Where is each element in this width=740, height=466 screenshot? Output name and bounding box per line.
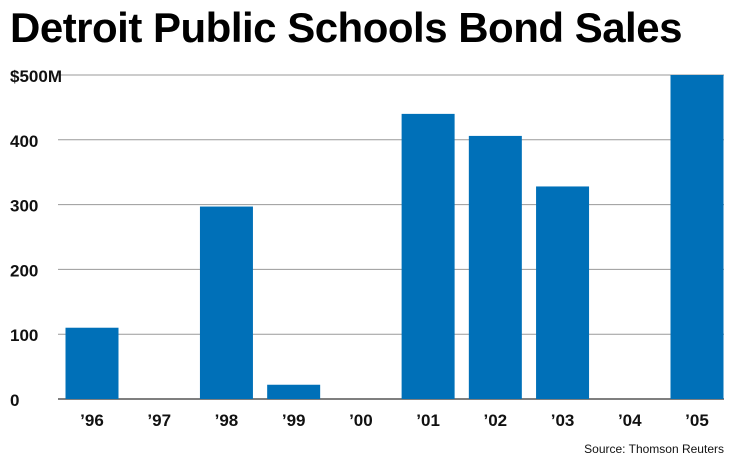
y-tick-label: 0 xyxy=(10,391,19,410)
source-note: Source: Thomson Reuters xyxy=(584,442,724,456)
x-tick-label: ’00 xyxy=(349,411,373,430)
bars xyxy=(65,75,724,400)
bar xyxy=(65,327,119,399)
x-tick-label: ’03 xyxy=(551,411,575,430)
y-tick-label: 100 xyxy=(10,326,38,345)
x-tick-label: ’97 xyxy=(147,411,171,430)
x-tick-label: ’98 xyxy=(215,411,239,430)
bar xyxy=(267,384,321,399)
x-tick-label: ’01 xyxy=(416,411,440,430)
bar xyxy=(536,186,590,399)
x-tick-label: ’02 xyxy=(484,411,508,430)
x-tick-label: ’99 xyxy=(282,411,306,430)
bar xyxy=(468,135,522,400)
y-axis-ticks: 0 100 200 300 400 $500M xyxy=(10,67,62,410)
x-axis-ticks: ’96 ’97 ’98 ’99 ’00 ’01 ’02 ’03 ’04 ’05 xyxy=(80,411,709,430)
y-tick-label: 300 xyxy=(10,197,38,216)
y-tick-label: $500M xyxy=(10,67,62,86)
gridlines xyxy=(58,74,724,400)
y-tick-label: 400 xyxy=(10,132,38,151)
x-tick-label: ’04 xyxy=(618,411,642,430)
chart-title: Detroit Public Schools Bond Sales xyxy=(10,4,682,51)
bar xyxy=(401,113,455,399)
x-tick-label: ’96 xyxy=(80,411,104,430)
bar xyxy=(199,206,253,399)
y-tick-label: 200 xyxy=(10,261,38,280)
x-tick-label: ’05 xyxy=(685,411,709,430)
bar xyxy=(670,75,724,399)
